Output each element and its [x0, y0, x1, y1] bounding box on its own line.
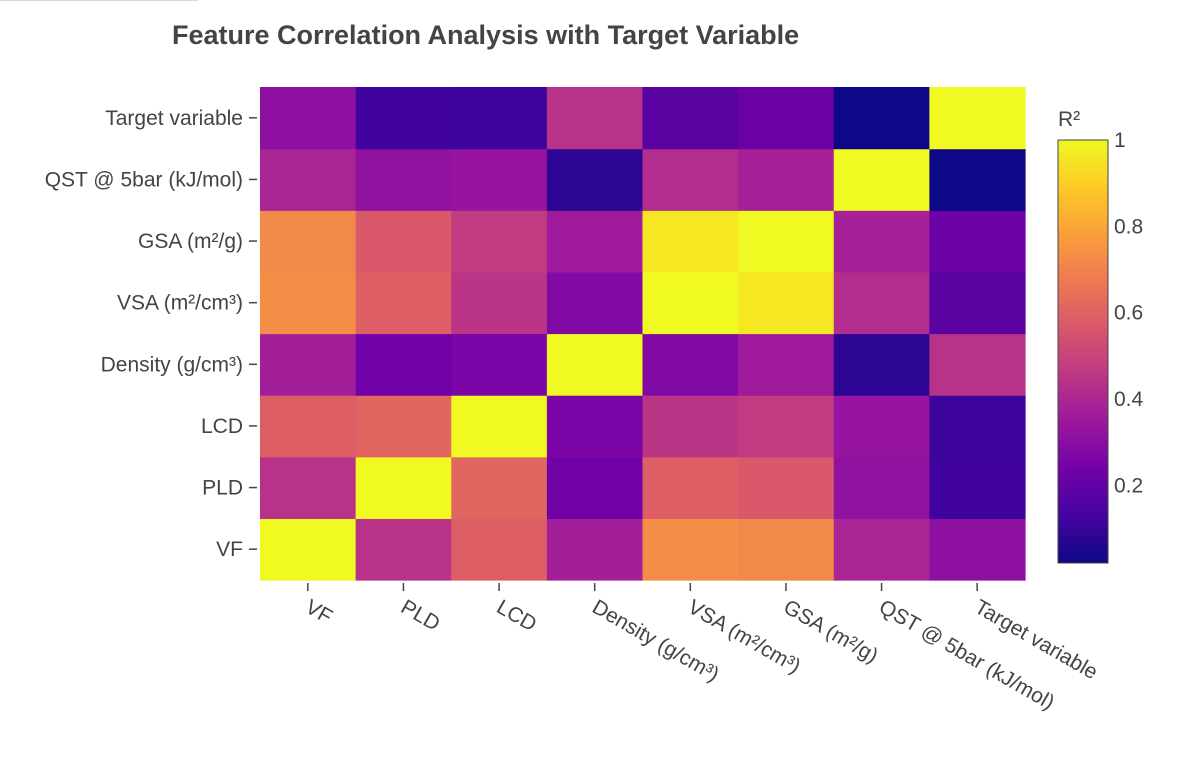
y-tick-label: QST @ 5bar (kJ/mol) [45, 168, 243, 191]
y-tick-label: Density (g/cm³) [101, 353, 243, 376]
top-divider [0, 0, 198, 1]
heatmap-cell [833, 271, 930, 335]
heatmap-cell [642, 210, 739, 273]
heatmap-cell [355, 271, 452, 335]
y-tick-label: VF [216, 538, 243, 561]
x-tick-label: PLD [397, 595, 444, 635]
chart-title: Feature Correlation Analysis with Target… [172, 20, 799, 50]
heatmap-cell [642, 518, 739, 581]
heatmap-cell [642, 456, 739, 519]
heatmap-cell [355, 456, 452, 519]
colorbar-gradient [1057, 139, 1109, 564]
heatmap-cell [929, 395, 1026, 458]
x-tick-label: VF [301, 595, 336, 628]
heatmap-cell [546, 395, 644, 458]
heatmap-cell [546, 87, 644, 150]
heatmap-cell [929, 148, 1026, 211]
heatmap-cell [355, 395, 452, 458]
heatmap-cell [833, 333, 930, 396]
heatmap-cell [738, 456, 835, 519]
heatmap-cell [738, 395, 835, 458]
heatmap-cell [929, 87, 1026, 150]
heatmap-cell [260, 148, 357, 211]
heatmap-cell [642, 87, 739, 150]
colorbar-tick-label: 0.6 [1114, 302, 1143, 325]
heatmap-cell [260, 518, 357, 581]
heatmap-cell [738, 148, 835, 211]
y-tick-label: VSA (m²/cm³) [117, 292, 243, 315]
heatmap-cell [929, 271, 1026, 335]
x-tick-label: QST @ 5bar (kJ/mol) [875, 595, 1058, 714]
heatmap-cell [546, 271, 644, 335]
heatmap-cell [260, 87, 357, 150]
heatmap-cell [929, 333, 1026, 396]
heatmap-cell [451, 148, 548, 211]
heatmap-cell [833, 87, 930, 150]
heatmap-cell [355, 148, 452, 211]
colorbar: R² 0.2 0.4 0.6 0.8 1 [1057, 108, 1144, 564]
heatmap-cell [355, 333, 452, 396]
heatmap-cell [738, 87, 835, 150]
heatmap-cell [355, 210, 452, 273]
y-axis: VF PLD LCD Density (g/cm³) VSA (m²/cm³) GSA (… [45, 107, 257, 561]
heatmap-cell [642, 333, 739, 396]
heatmap-cell [546, 148, 644, 211]
heatmap-cell [929, 210, 1026, 273]
heatmap-cell [833, 210, 930, 273]
colorbar-tick-label: 0.2 [1114, 474, 1143, 497]
y-tick-label: PLD [202, 477, 243, 500]
heatmap-cell [833, 518, 930, 581]
colorbar-tick-label: 1 [1114, 129, 1126, 152]
heatmap-cell [451, 518, 548, 581]
heatmap-cell [260, 395, 357, 458]
y-tick-label: Target variable [105, 107, 243, 130]
heatmap-cell [451, 87, 548, 150]
x-tick-label: LCD [493, 595, 541, 636]
heatmap-cells [260, 87, 1026, 581]
heatmap-cell [642, 148, 739, 211]
heatmap-cell [260, 271, 357, 335]
colorbar-title: R² [1058, 108, 1080, 131]
heatmap-cell [738, 518, 835, 581]
heatmap-cell [833, 148, 930, 211]
y-tick-label: LCD [201, 415, 243, 438]
heatmap-cell [738, 271, 835, 335]
heatmap-cell [260, 333, 357, 396]
heatmap-cell [546, 456, 644, 519]
heatmap-cell [451, 210, 548, 273]
heatmap-cell [451, 456, 548, 519]
y-tick-label: GSA (m²/g) [138, 230, 243, 253]
heatmap-cell [451, 333, 548, 396]
heatmap-cell [642, 395, 739, 458]
heatmap-cell [355, 87, 452, 150]
heatmap-cell [833, 395, 930, 458]
heatmap-cell [642, 271, 739, 335]
heatmap-cell [929, 456, 1026, 519]
heatmap-cell [738, 210, 835, 273]
heatmap-cell [546, 333, 644, 396]
heatmap-cell [738, 333, 835, 396]
colorbar-tick-label: 0.4 [1114, 388, 1144, 411]
heatmap-cell [260, 210, 357, 273]
heatmap-cell [546, 210, 644, 273]
heatmap-cell [833, 456, 930, 519]
heatmap-cell [260, 456, 357, 519]
heatmap-cell [451, 271, 548, 335]
heatmap-cell [546, 518, 644, 581]
colorbar-tick-label: 0.8 [1114, 215, 1143, 238]
heatmap-cell [451, 395, 548, 458]
x-axis: VF PLD LCD Density (g/cm³)VSA (m²/cm³)GSA (… [301, 583, 1101, 714]
heatmap-cell [355, 518, 452, 581]
heatmap-cell [929, 518, 1026, 581]
